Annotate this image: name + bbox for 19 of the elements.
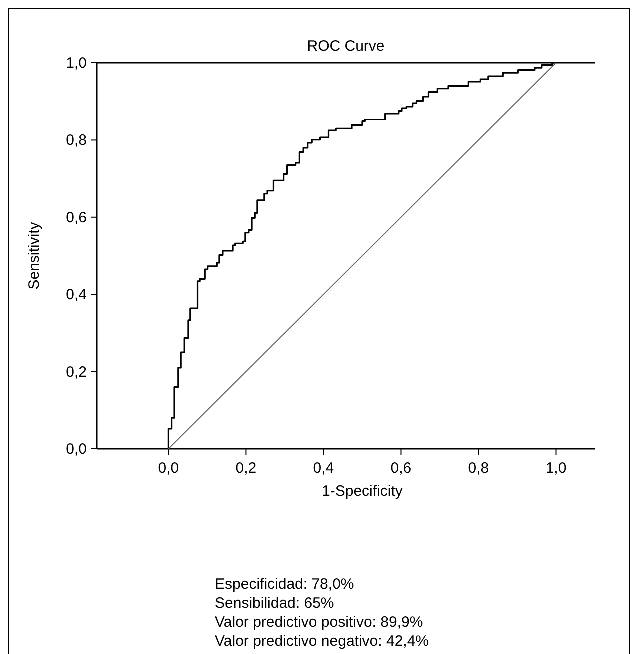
text: Especificidad: 78,0% [215,576,354,593]
y-tick-label: 1,0 [66,55,87,72]
text: Valor predictivo negativo: 42,4% [215,633,430,650]
x-tick-label: 0,8 [468,460,490,477]
x-tick-label: 1,0 [546,460,567,477]
y-tick-label: 0,4 [66,286,87,304]
y-axis-title: Sensitivity [26,222,43,290]
chart-title: ROC Curve [307,38,385,55]
y-tick-label: 0,2 [66,364,87,381]
x-axis-title: 1-Specificity [322,483,404,500]
y-tick-label: 0,8 [66,132,87,150]
y-tick-label: 0,6 [66,209,87,226]
text: Valor predictivo positivo: 89,9% [215,614,424,631]
x-tick-label: 0,2 [236,460,257,477]
x-tick-label: 0,6 [390,460,412,477]
x-tick-label: 0,0 [158,460,180,477]
text: Sensibilidad: 65% [215,595,334,612]
y-tick-label: 0,0 [66,441,87,458]
x-tick-label: 0,4 [313,460,334,477]
